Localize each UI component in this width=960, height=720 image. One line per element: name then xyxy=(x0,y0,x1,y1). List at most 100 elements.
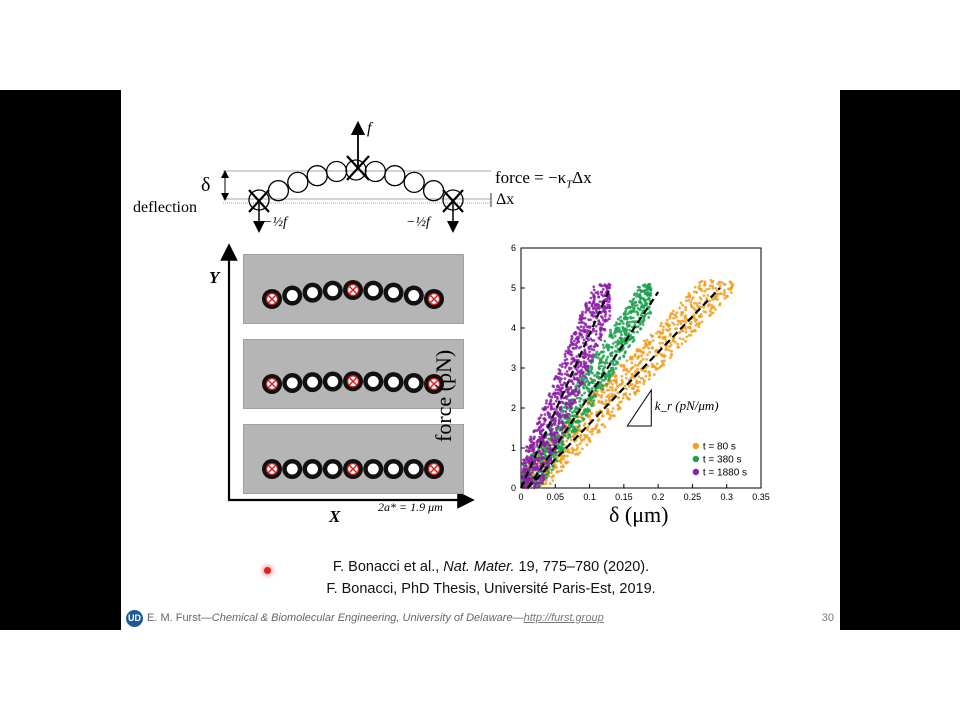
cross-mark xyxy=(430,295,438,303)
data-point xyxy=(587,401,591,404)
data-point xyxy=(712,298,715,301)
data-point xyxy=(600,315,603,318)
data-point xyxy=(533,483,537,487)
data-point xyxy=(594,307,597,310)
data-point xyxy=(684,308,688,312)
data-point xyxy=(600,401,603,405)
data-point xyxy=(566,361,570,365)
data-point xyxy=(708,284,712,288)
data-point xyxy=(610,410,614,414)
data-point xyxy=(672,323,676,326)
data-point xyxy=(545,449,548,453)
data-point xyxy=(647,370,650,374)
data-point xyxy=(590,367,593,371)
data-point xyxy=(646,364,650,368)
data-point xyxy=(580,317,584,321)
data-point xyxy=(658,366,661,370)
data-point xyxy=(537,417,541,421)
footer-link[interactable]: http://furst.group xyxy=(523,612,604,624)
data-point xyxy=(665,318,669,322)
data-point xyxy=(556,388,560,392)
data-point xyxy=(631,316,635,320)
data-point xyxy=(541,452,544,456)
data-point xyxy=(566,413,570,416)
data-point xyxy=(601,387,605,391)
data-point xyxy=(634,384,637,388)
data-point xyxy=(613,334,617,338)
data-point xyxy=(574,373,578,376)
data-point xyxy=(637,362,641,365)
data-point xyxy=(607,379,611,382)
data-point xyxy=(558,363,562,367)
data-point xyxy=(644,341,648,345)
data-point xyxy=(607,398,611,401)
data-point xyxy=(571,343,575,347)
data-point xyxy=(561,425,564,429)
data-point xyxy=(634,371,637,375)
data-point xyxy=(611,360,615,364)
data-point xyxy=(677,345,680,349)
data-point xyxy=(561,401,565,405)
x-tick-label: 0 xyxy=(518,492,523,502)
data-point xyxy=(692,314,696,318)
fit-line xyxy=(527,287,721,489)
data-point xyxy=(606,374,610,378)
data-point xyxy=(521,463,525,466)
data-point xyxy=(689,303,693,307)
data-point xyxy=(619,337,623,341)
bead-core xyxy=(408,290,420,302)
data-point xyxy=(556,424,560,428)
data-point xyxy=(588,301,591,304)
data-point xyxy=(563,355,567,358)
data-point xyxy=(636,364,640,367)
data-point xyxy=(538,478,542,482)
slope-annotation: k_r (pN/μm) xyxy=(655,398,719,413)
data-point xyxy=(615,326,619,329)
data-point xyxy=(703,282,707,285)
data-point xyxy=(597,428,601,432)
data-point xyxy=(547,450,551,454)
data-point xyxy=(637,355,641,358)
data-point xyxy=(624,376,628,380)
data-point xyxy=(575,448,578,452)
data-point xyxy=(532,436,536,440)
data-point xyxy=(563,424,567,428)
data-point xyxy=(563,381,566,385)
data-point xyxy=(680,342,684,346)
y-tick-label: 3 xyxy=(511,363,516,373)
data-point xyxy=(564,461,568,465)
data-point xyxy=(668,316,672,320)
data-point xyxy=(550,471,553,474)
data-point xyxy=(585,435,588,439)
data-point xyxy=(672,316,675,320)
data-point xyxy=(555,466,559,469)
data-point xyxy=(563,366,567,369)
equation-subscript: T xyxy=(566,178,573,191)
data-point xyxy=(585,302,588,305)
data-point xyxy=(715,289,719,292)
data-point xyxy=(549,405,553,408)
data-point xyxy=(541,455,545,459)
data-point xyxy=(635,389,639,392)
data-point xyxy=(635,347,639,351)
data-point xyxy=(572,392,576,396)
data-point xyxy=(717,292,721,296)
data-point xyxy=(578,415,582,419)
data-point xyxy=(552,407,555,411)
data-point xyxy=(655,367,659,371)
data-point xyxy=(571,451,575,455)
data-point xyxy=(570,435,574,438)
data-point xyxy=(578,451,582,454)
data-point xyxy=(590,427,594,431)
bead-core xyxy=(307,463,318,475)
data-point xyxy=(524,464,528,468)
data-point xyxy=(651,334,655,338)
legend-marker xyxy=(692,455,700,463)
data-point xyxy=(614,374,618,377)
data-point xyxy=(535,458,539,462)
data-point xyxy=(604,372,608,376)
data-point xyxy=(642,339,646,343)
bead-core xyxy=(408,377,420,389)
x-tick-label: 0.2 xyxy=(652,492,665,502)
data-point xyxy=(635,304,639,307)
